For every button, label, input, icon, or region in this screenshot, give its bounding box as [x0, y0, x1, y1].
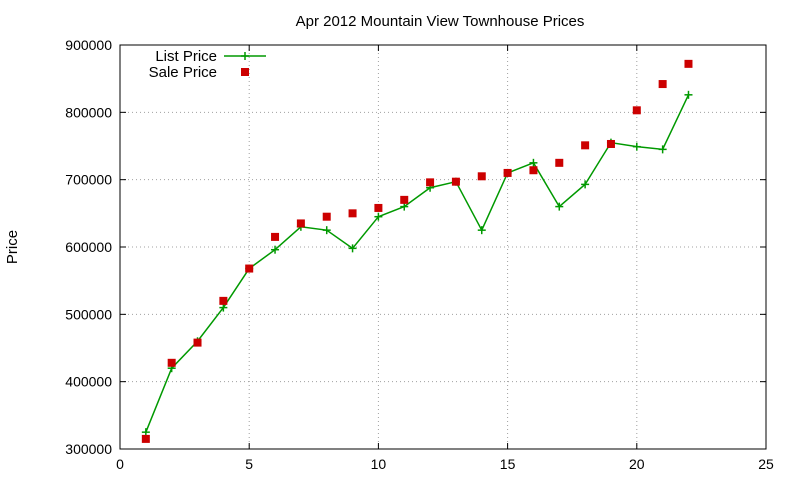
sale-price-point — [322, 212, 331, 221]
sale-price-point — [529, 166, 538, 175]
y-tick-label: 500000 — [65, 306, 112, 322]
x-tick-label: 20 — [629, 456, 645, 472]
list-price-point — [348, 244, 357, 253]
sale-price-point — [400, 195, 409, 204]
sale-price-point — [296, 219, 305, 228]
legend-swatch-marker — [241, 68, 249, 76]
series-sale-price — [141, 59, 693, 443]
legend-label: List Price — [155, 48, 217, 65]
list-price-point — [141, 428, 150, 437]
list-price-point — [271, 245, 280, 254]
list-price-line — [145, 94, 690, 433]
list-price-point — [684, 90, 693, 99]
y-tick-label: 800000 — [65, 104, 112, 120]
sale-price-point — [193, 338, 202, 347]
list-price-point — [555, 202, 564, 211]
grid-layer — [120, 45, 766, 449]
y-axis-title: Price — [4, 230, 21, 264]
plot-frame — [119, 44, 767, 450]
list-price-point — [400, 202, 409, 211]
list-price-point — [219, 303, 228, 312]
sale-price-point — [374, 203, 383, 212]
y-tick-label: 900000 — [65, 37, 112, 53]
x-tick-label: 25 — [758, 456, 774, 472]
sale-price-point — [141, 434, 150, 443]
y-tick-label: 600000 — [65, 239, 112, 255]
sale-price-point — [167, 358, 176, 367]
sale-price-point — [271, 232, 280, 241]
sale-price-point — [426, 178, 435, 187]
sale-price-point — [658, 80, 667, 89]
list-price-point — [529, 158, 538, 167]
list-price-point — [322, 226, 331, 235]
sale-price-point — [348, 209, 357, 218]
list-price-point — [374, 212, 383, 221]
sale-price-point — [451, 177, 460, 186]
x-tick-label: 15 — [500, 456, 516, 472]
legend-swatch-marker — [241, 52, 249, 60]
tick-layer: 0 5 10 15 20 25 300000 400000 500000 600000 700000… — [65, 37, 774, 472]
chart-title: Apr 2012 Mountain View Townhouse Prices — [296, 13, 585, 30]
sale-price-point — [477, 172, 486, 181]
list-price-point — [632, 142, 641, 151]
y-tick-label: 400000 — [65, 374, 112, 390]
sale-price-point — [684, 59, 693, 68]
legend-label: Sale Price — [149, 64, 217, 81]
x-tick-label: 0 — [116, 456, 124, 472]
list-price-point — [658, 145, 667, 154]
series-layer — [141, 59, 693, 443]
sale-price-point — [632, 106, 641, 115]
x-tick-label: 10 — [371, 456, 387, 472]
list-price-point — [477, 226, 486, 235]
sale-price-point — [503, 168, 512, 177]
x-tick-label: 5 — [245, 456, 253, 472]
y-tick-label: 700000 — [65, 172, 112, 188]
list-price-point — [581, 180, 590, 189]
sale-price-point — [219, 296, 228, 305]
sale-price-point — [606, 139, 615, 148]
sale-price-point — [581, 141, 590, 150]
y-tick-label: 300000 — [65, 441, 112, 457]
sale-price-point — [245, 264, 254, 273]
sale-price-point — [555, 158, 564, 167]
